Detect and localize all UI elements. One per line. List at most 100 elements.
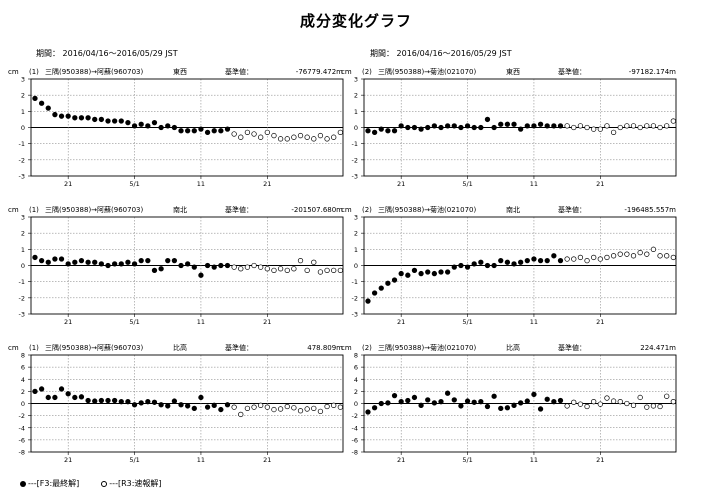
chart-3-rapid-point bbox=[231, 264, 237, 270]
chart-2-ytick-label: 1 bbox=[354, 108, 358, 116]
chart-2-plot-frame bbox=[363, 78, 677, 177]
chart-6-final-point bbox=[451, 397, 457, 403]
chart-4-final-point bbox=[491, 262, 497, 269]
chart-5-final-point bbox=[211, 402, 217, 408]
chart-5-ytick-label: -8 bbox=[19, 449, 25, 457]
chart-4-xtick-label: 21 bbox=[397, 318, 405, 326]
chart-2-rapid-point bbox=[610, 129, 617, 136]
chart-1-final-point bbox=[65, 113, 71, 119]
chart-1-base-label: 基準値： bbox=[225, 67, 253, 76]
chart-5-final-point bbox=[105, 397, 111, 404]
chart-4-final-point bbox=[418, 270, 424, 277]
chart-6-rapid-point bbox=[644, 404, 650, 410]
chart-1-ytick-label: 0 bbox=[21, 124, 25, 132]
chart-4-final-point bbox=[498, 258, 504, 264]
chart-5-ytick-label: 6 bbox=[21, 364, 25, 372]
chart-4-plot-frame bbox=[363, 216, 677, 315]
chart-6-final-point bbox=[504, 405, 511, 411]
chart-3-station-pair: 三隅(950388)→阿蘇(960703) bbox=[45, 205, 144, 214]
chart-2-final-point bbox=[537, 121, 544, 127]
chart-4-ytick-label: 3 bbox=[354, 214, 358, 222]
chart-1-final-point bbox=[125, 119, 131, 126]
chart-2-station-pair: 三隅(950388)→菊池(021070) bbox=[378, 67, 477, 76]
chart-1-final-point bbox=[138, 121, 144, 127]
chart-4-final-point bbox=[518, 259, 524, 265]
chart-4-final-point bbox=[425, 269, 431, 275]
chart-3-ytick-label: 1 bbox=[21, 246, 25, 254]
chart-5-final-point bbox=[158, 402, 164, 408]
chart-2-rapid-point bbox=[617, 124, 623, 131]
chart-1-final-point bbox=[158, 124, 164, 131]
chart-3-final-point bbox=[224, 262, 231, 269]
chart-3-rapid-point bbox=[297, 258, 304, 264]
chart-6-final-point bbox=[418, 402, 424, 408]
chart-6-final-point bbox=[438, 399, 444, 405]
chart-1-final-point bbox=[105, 118, 111, 124]
chart-6-xtick-label: 11 bbox=[530, 456, 538, 464]
chart-5-number: (1) bbox=[29, 344, 39, 352]
chart-3-final-point bbox=[185, 261, 191, 267]
chart-6-rapid-point bbox=[597, 401, 603, 407]
chart-3-xtick-label: 21 bbox=[263, 318, 271, 326]
chart-2-final-point bbox=[531, 123, 537, 129]
chart-1-rapid-point bbox=[324, 136, 330, 142]
chart-6-final-point bbox=[551, 399, 557, 405]
chart-4-final-point bbox=[551, 253, 557, 259]
chart-6-final-point bbox=[524, 398, 530, 404]
chart-2-final-point bbox=[458, 124, 464, 131]
chart-3-final-point bbox=[191, 264, 197, 270]
chart-1-ytick-label: -2 bbox=[19, 156, 25, 164]
chart-3-ytick-label: -1 bbox=[19, 278, 25, 286]
chart-2-xtick-label: 21 bbox=[397, 180, 405, 188]
chart-2-final-point bbox=[498, 121, 504, 127]
chart-4-rapid-point bbox=[650, 246, 657, 252]
chart-4-final-point bbox=[385, 280, 391, 286]
chart-6-rapid-point bbox=[670, 399, 676, 405]
chart-5-final-point bbox=[85, 397, 91, 404]
chart-3-final-point bbox=[218, 262, 224, 269]
chart-4-rapid-point bbox=[670, 254, 676, 261]
legend: ---[F3:最終解] ---[R3:速報解] bbox=[20, 478, 162, 489]
chart-3-final-point bbox=[178, 262, 184, 269]
chart-6-final-point bbox=[511, 402, 517, 408]
chart-4-final-point bbox=[484, 262, 491, 269]
chart-2-base-label: 基準値： bbox=[558, 67, 586, 76]
chart-2-ytick-label: -3 bbox=[352, 173, 358, 181]
chart-1-rapid-point bbox=[317, 132, 324, 139]
chart-6-station-pair: 三隅(950388)→菊池(021070) bbox=[378, 343, 477, 352]
chart-3-ytick-label: -3 bbox=[19, 311, 25, 319]
chart-2-final-point bbox=[451, 123, 457, 129]
chart-1-component: 東西 bbox=[173, 67, 187, 76]
chart-1-final-point bbox=[171, 124, 178, 131]
chart-5-rapid-point bbox=[231, 404, 237, 410]
chart-3-final-point bbox=[204, 262, 211, 269]
chart-3-final-point bbox=[151, 267, 158, 274]
chart-3-component: 南北 bbox=[173, 205, 187, 214]
chart-2-rapid-point bbox=[630, 123, 637, 129]
chart-1-ytick-label: -3 bbox=[19, 173, 25, 181]
chart-2-ytick-label: -2 bbox=[352, 156, 358, 164]
chart-5-rapid-point bbox=[297, 408, 304, 414]
chart-1-rapid-point bbox=[284, 136, 290, 142]
chart-2-ytick-label: 3 bbox=[354, 76, 358, 84]
chart-2-xtick-label: 5/1 bbox=[462, 180, 472, 188]
chart-2-final-point bbox=[438, 124, 444, 131]
chart-4-final-point bbox=[524, 258, 530, 264]
chart-6-final-point bbox=[471, 399, 477, 405]
chart-3-base-value: -201507.680m bbox=[291, 206, 343, 214]
chart-2-final-point bbox=[418, 126, 424, 132]
chart-1-rapid-point bbox=[331, 134, 337, 140]
chart-2-final-point bbox=[557, 123, 564, 129]
chart-5-final-point bbox=[38, 386, 45, 392]
chart-2-rapid-point bbox=[571, 124, 577, 131]
chart-1-rapid-point bbox=[277, 136, 284, 142]
chart-3-ylabel: cm bbox=[8, 206, 19, 214]
chart-6-xtick-label: 5/1 bbox=[462, 456, 472, 464]
chart-6-final-point bbox=[444, 390, 451, 396]
chart-6-final-point bbox=[484, 403, 491, 410]
chart-2-rapid-point bbox=[670, 118, 676, 124]
chart-4-component: 南北 bbox=[506, 205, 520, 214]
chart-4-rapid-point bbox=[644, 251, 650, 257]
chart-5-final-point bbox=[191, 405, 197, 412]
chart-5-station-pair: 三隅(950388)→阿蘇(960703) bbox=[45, 343, 144, 352]
